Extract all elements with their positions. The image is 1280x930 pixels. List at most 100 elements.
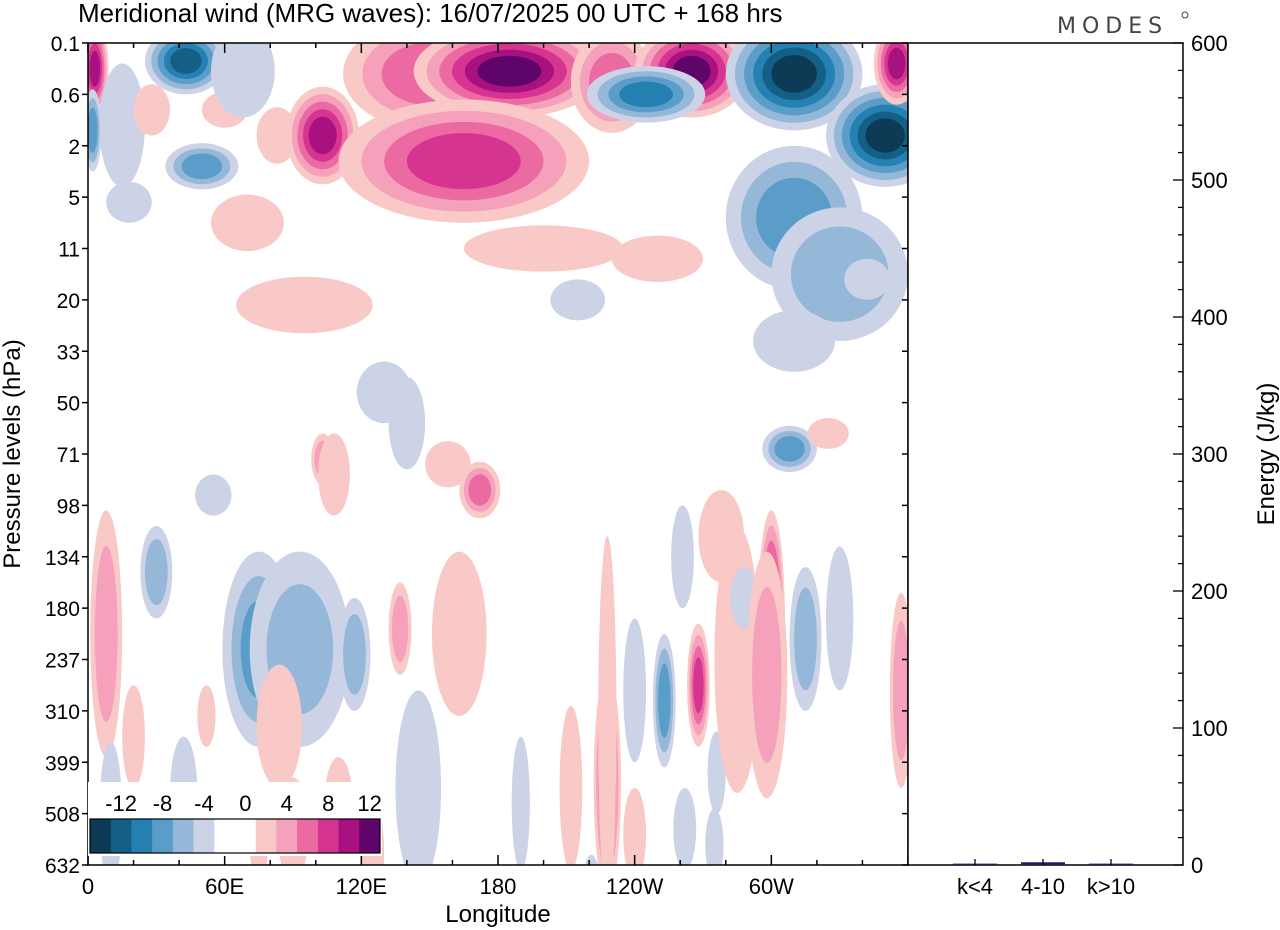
energy-tick-label: 500 <box>1191 168 1228 193</box>
contour-blob <box>826 84 908 187</box>
contour-band <box>463 225 624 272</box>
contour-band <box>388 376 426 470</box>
colorbar-swatch <box>193 819 215 853</box>
contour-band <box>693 657 704 714</box>
y-tick-label: 0.6 <box>51 84 80 107</box>
contour-band <box>673 787 697 865</box>
contour-blob <box>256 107 298 164</box>
y-tick-label: 2 <box>68 136 80 159</box>
contour-band <box>144 539 168 606</box>
contour-blob <box>762 425 817 472</box>
y-tick-label: 20 <box>57 290 80 313</box>
colorbar-label: -8 <box>153 791 173 816</box>
contour-blob <box>236 276 373 334</box>
energy-tick-label: 300 <box>1191 442 1228 467</box>
contour-band <box>826 546 854 691</box>
x-axis-label: Longitude <box>445 901 550 928</box>
colorbar: -12 -8 -4 0 4 8 12 <box>88 782 382 856</box>
colorbar-swatch <box>317 819 340 853</box>
colorbar-swatch <box>235 819 257 853</box>
contour-band <box>343 613 366 695</box>
contour-band <box>425 441 471 488</box>
contour-blob <box>165 143 239 190</box>
contour-blob <box>413 43 606 118</box>
contour-band <box>99 63 145 187</box>
contour-band <box>774 436 805 462</box>
contour-blob <box>873 43 908 105</box>
contour-blob <box>133 84 170 136</box>
colorbar-swatch <box>359 819 381 853</box>
contour-band <box>170 48 202 74</box>
contour-band <box>611 235 703 282</box>
energy-category-label: 4-10 <box>1021 874 1065 899</box>
contour-blob <box>459 461 501 519</box>
contour-band <box>256 107 298 164</box>
contour-blob <box>195 474 232 516</box>
colorbar-swatch <box>276 819 298 853</box>
contour-band <box>865 118 905 153</box>
contour-band <box>308 116 337 155</box>
contour-band <box>391 595 409 662</box>
contour-band <box>256 664 303 788</box>
colorbar-frame <box>89 818 381 854</box>
contour-blob <box>807 418 849 449</box>
contour-blob <box>211 43 275 118</box>
energy-axis-label: Energy (J/kg) <box>1253 383 1280 526</box>
contour-band <box>893 620 908 761</box>
contour-band <box>550 279 606 321</box>
y-tick-label: 5 <box>68 187 80 210</box>
contour-blob <box>826 546 854 691</box>
energy-category-label: k>10 <box>1087 874 1135 899</box>
contour-blob <box>90 510 123 758</box>
contour-blob <box>789 567 822 711</box>
contour-band <box>705 808 724 865</box>
contour-blob <box>425 441 471 488</box>
contour-band <box>887 47 906 80</box>
energy-tick-label: 400 <box>1191 305 1228 330</box>
contour-blob <box>463 225 624 272</box>
y-tick-label: 98 <box>57 495 80 518</box>
contour-blob <box>652 633 676 768</box>
y-tick-label: 632 <box>45 855 80 878</box>
contour-blob <box>725 43 863 131</box>
contour-band <box>122 685 145 788</box>
colorbar-swatch <box>255 819 277 853</box>
contour-blob <box>99 63 145 187</box>
contour-blob <box>585 854 598 865</box>
wind-cross-section: 0 60E 120E 180 120W 60W 0.1 0.6 2 5 11 20 33 50 71 98 1… <box>0 33 909 928</box>
contour-band <box>559 705 583 865</box>
contour-band <box>753 310 836 372</box>
y-tick-label: 11 <box>58 239 80 262</box>
contour-band <box>211 194 284 252</box>
colorbar-swatch <box>110 819 132 853</box>
contour-band <box>671 505 694 609</box>
colorbar-label: -12 <box>105 791 137 816</box>
contour-blob <box>144 43 227 95</box>
contour-blob <box>844 258 890 300</box>
y-axis-ticks: 0.1 0.6 2 5 11 20 33 50 71 98 134 180 237 310 399 508 63… <box>45 33 908 878</box>
contour-blob <box>586 66 706 123</box>
y-tick-label: 71 <box>57 444 80 467</box>
colorbar-swatch <box>297 819 319 853</box>
contour-band <box>807 418 849 449</box>
contour-blob <box>211 194 284 252</box>
energy-tick-label: 100 <box>1191 716 1228 741</box>
contour-blob <box>256 664 303 788</box>
contour-band <box>236 276 373 334</box>
contour-blob <box>140 525 173 619</box>
x-tick-label: 60W <box>749 874 794 899</box>
colorbar-label: 0 <box>239 791 251 816</box>
contour-blob <box>746 551 788 799</box>
contour-band <box>395 690 442 865</box>
y-tick-label: 50 <box>57 393 80 416</box>
colorbar-swatch <box>131 819 153 853</box>
contour-blob <box>88 89 102 172</box>
contour-band <box>197 685 216 747</box>
contour-blob <box>671 505 694 609</box>
contour-blob <box>338 597 371 711</box>
colorbar-swatch <box>172 819 195 853</box>
energy-tick-label: 600 <box>1191 31 1228 56</box>
contour-band <box>598 536 617 865</box>
contour-blob <box>705 808 724 865</box>
colorbar-swatch <box>214 819 236 853</box>
